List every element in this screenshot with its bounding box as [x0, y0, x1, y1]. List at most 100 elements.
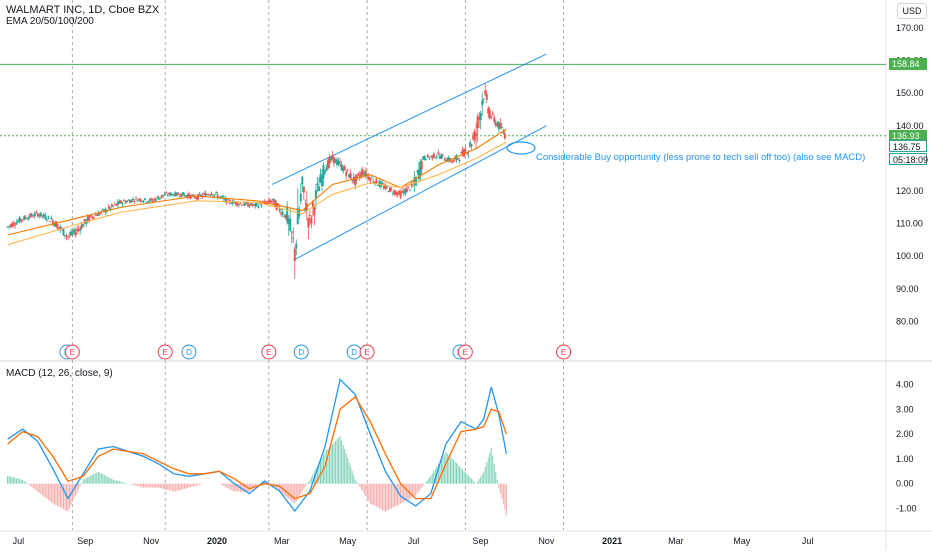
candle-body: [142, 201, 145, 202]
candle-body: [334, 159, 337, 163]
candle-body: [178, 195, 181, 197]
ema-indicator-label[interactable]: EMA 20/50/100/200: [6, 16, 94, 27]
candle-body: [50, 217, 53, 220]
candle-body: [24, 217, 27, 219]
candle-body: [215, 192, 218, 193]
candle-body: [289, 218, 292, 231]
candle-body: [127, 199, 130, 201]
candle-body: [151, 200, 154, 202]
candle-body: [307, 218, 310, 228]
candle-body: [283, 216, 286, 217]
candle-body: [116, 201, 119, 205]
candle-body: [375, 178, 378, 184]
earnings-marker[interactable]: [261, 344, 277, 360]
candle-body: [293, 248, 296, 262]
candle-body: [77, 228, 80, 230]
currency-button[interactable]: USD: [897, 3, 927, 19]
earnings-marker[interactable]: [556, 344, 572, 360]
candle-body: [80, 224, 83, 229]
candle-body: [198, 193, 201, 195]
candle-body: [207, 194, 210, 196]
candle-body: [378, 181, 381, 186]
candle-body: [76, 229, 79, 232]
candle-body: [124, 201, 127, 204]
candle-body: [82, 224, 85, 227]
dividend-marker[interactable]: [293, 344, 309, 360]
candle-body: [121, 202, 124, 205]
candle-body: [130, 199, 133, 203]
buy-annotation-ellipse[interactable]: [506, 141, 536, 155]
candle-body: [86, 216, 89, 222]
earnings-marker-label: E: [70, 348, 75, 357]
candle-body: [98, 212, 101, 215]
candle-body: [181, 192, 184, 196]
candle-body: [119, 200, 122, 204]
dividend-marker[interactable]: [181, 344, 197, 360]
earnings-marker[interactable]: [457, 344, 473, 360]
candle-body: [464, 150, 467, 152]
candle-body: [243, 202, 246, 206]
candle-body: [128, 200, 131, 203]
candle-body: [287, 218, 290, 225]
candle-body: [482, 99, 485, 100]
time-tick-label: Sep: [77, 536, 93, 546]
earnings-marker-label: E: [266, 348, 271, 357]
candle-body: [268, 199, 271, 203]
time-tick-label: Nov: [538, 536, 555, 546]
candle-body: [242, 204, 245, 206]
candle-body: [372, 181, 375, 183]
candle-body: [407, 186, 410, 188]
candle-body: [354, 176, 357, 186]
candle-body: [193, 196, 196, 199]
candle-body: [115, 204, 118, 206]
earnings-marker[interactable]: [157, 344, 173, 360]
candle-body: [488, 110, 491, 118]
candle-body: [65, 235, 68, 237]
candle-body: [390, 188, 393, 190]
ema-20-line[interactable]: [7, 128, 507, 236]
earnings-marker[interactable]: [64, 344, 80, 360]
candle-body: [204, 193, 207, 198]
candle-body: [398, 190, 401, 193]
macd-signal-line[interactable]: [7, 395, 508, 500]
candle-body: [481, 100, 484, 105]
candle-body: [420, 161, 423, 169]
macd-indicator-label[interactable]: MACD (12, 26, close, 9): [6, 368, 113, 379]
candle-body: [47, 216, 50, 218]
candle-body: [384, 185, 387, 189]
candle-body: [230, 203, 233, 204]
time-tick-label: May: [339, 536, 357, 546]
candle-body: [358, 175, 361, 178]
channel-lower-line[interactable]: [294, 125, 547, 260]
candle-body: [295, 243, 298, 249]
candle-body: [162, 195, 165, 197]
macd-line[interactable]: [7, 378, 508, 513]
candle-body: [257, 206, 260, 208]
earnings-marker[interactable]: [359, 344, 375, 360]
candle-body: [33, 213, 36, 217]
earnings-marker-label: E: [463, 348, 468, 357]
candle-body: [166, 194, 169, 196]
price-tick-label: 100.00: [896, 251, 924, 261]
candle-body: [254, 203, 257, 207]
candle-body: [367, 176, 370, 180]
candle-body: [422, 156, 425, 160]
candle-body: [184, 195, 187, 197]
earnings-marker-label: E: [561, 348, 566, 357]
candle-body: [491, 113, 494, 114]
candle-body: [301, 176, 304, 185]
channel-upper-line[interactable]: [271, 53, 547, 185]
candle-body: [463, 149, 466, 157]
candle-body: [255, 203, 258, 205]
candle-body: [20, 219, 23, 221]
candle-body: [233, 202, 236, 204]
candle-body: [405, 188, 408, 193]
candle-body: [304, 208, 307, 212]
candle-body: [29, 213, 32, 218]
candle-body: [351, 179, 354, 181]
candle-body: [23, 216, 26, 220]
candle-body: [428, 157, 431, 159]
ema-50-line[interactable]: [7, 141, 507, 246]
